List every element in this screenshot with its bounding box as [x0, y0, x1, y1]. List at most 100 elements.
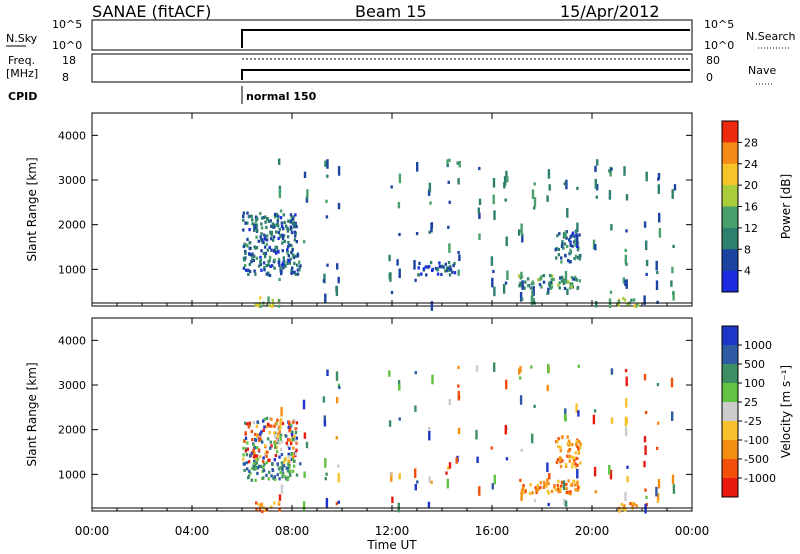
y-tick-label: 4000: [58, 129, 86, 142]
echo-cell: [289, 219, 292, 223]
echo-cell: [255, 507, 258, 511]
echo-cell: [518, 368, 521, 375]
echo-cell: [562, 246, 565, 250]
echo-cell: [577, 449, 580, 454]
echo-cell: [567, 439, 571, 443]
freq-right-tick-bottom: 0: [706, 71, 713, 84]
echo-cell: [252, 443, 256, 447]
echo-cell: [559, 487, 562, 492]
echo-cells: [242, 158, 677, 311]
colorbar-tick-label: -25: [744, 415, 762, 428]
echo-cell: [566, 435, 569, 439]
echo-cell: [533, 404, 536, 408]
echo-cell: [254, 463, 257, 467]
echo-cell: [428, 182, 432, 193]
nsky-trace: [241, 29, 690, 48]
echo-cell: [448, 268, 451, 272]
echo-cell: [636, 303, 640, 307]
echo-cell: [303, 432, 307, 439]
echo-cell: [438, 261, 441, 265]
echo-cell: [286, 462, 290, 466]
echo-cell: [658, 212, 661, 223]
echo-cell: [267, 299, 270, 303]
echo-cell: [266, 217, 269, 221]
echo-cell: [265, 416, 269, 420]
echo-cell: [622, 296, 625, 300]
nsky-right-label: N.Search: [746, 30, 796, 43]
echo-cell: [656, 383, 660, 387]
echo-cell: [560, 435, 564, 440]
echo-cell: [431, 374, 434, 385]
echo-cell: [262, 419, 265, 423]
echo-cell: [657, 173, 661, 180]
echo-cell: [539, 481, 542, 485]
echo-cell: [576, 234, 579, 245]
echo-cell: [670, 280, 673, 287]
echo-cell: [253, 459, 256, 463]
echo-cell: [526, 284, 530, 288]
echo-cell: [517, 274, 521, 278]
echo-cell: [610, 368, 614, 375]
echo-cell: [275, 245, 279, 250]
echo-cell: [633, 502, 636, 506]
echo-cell: [335, 397, 339, 404]
echo-cell: [565, 464, 568, 468]
echo-cell: [519, 366, 522, 373]
echo-cell: [290, 433, 294, 437]
echo-cell: [253, 227, 256, 231]
colorbar-segment: [722, 185, 738, 207]
echo-cell: [274, 445, 277, 449]
echo-cell: [250, 466, 254, 470]
echo-cell: [322, 396, 326, 403]
echo-cell: [261, 238, 264, 242]
echo-cell: [245, 268, 248, 272]
echo-cell: [336, 263, 339, 270]
echo-cell: [270, 424, 273, 428]
echo-cell: [250, 478, 253, 482]
echo-cell: [326, 263, 329, 267]
echo-cell: [273, 431, 276, 435]
echo-cell: [390, 185, 393, 189]
echo-cell: [434, 266, 438, 270]
echo-cell: [533, 197, 537, 207]
echo-cell: [557, 490, 560, 494]
echo-cell: [565, 490, 568, 495]
echo-cell: [531, 290, 534, 297]
echo-cell: [282, 256, 285, 260]
echo-cell: [259, 304, 262, 308]
echo-cell: [249, 471, 252, 475]
echo-cell: [625, 417, 628, 424]
colorbar-tick-label: 500: [744, 358, 765, 371]
echo-cell: [446, 478, 449, 489]
echo-cell: [270, 237, 273, 241]
echo-cell: [283, 239, 286, 243]
echo-cell: [457, 384, 460, 388]
echo-cell: [277, 260, 280, 265]
echo-cell: [279, 437, 282, 442]
echo-cell: [563, 413, 567, 421]
echo-cell: [282, 234, 286, 238]
echo-cell: [579, 442, 582, 446]
echo-cell: [244, 421, 247, 425]
echo-cell: [250, 451, 253, 455]
echo-cell: [570, 234, 573, 238]
echo-cell: [574, 488, 577, 492]
echo-cell: [416, 480, 419, 484]
echo-cell: [257, 454, 260, 458]
echo-cell: [453, 271, 457, 275]
echo-cell: [259, 262, 262, 267]
echo-cell: [398, 417, 401, 421]
echo-cell: [253, 446, 256, 450]
echo-cell: [534, 486, 537, 490]
echo-cell: [254, 432, 257, 437]
echo-cell: [260, 502, 264, 506]
echo-cell: [625, 194, 629, 201]
echo-cell: [263, 268, 266, 272]
echo-cell: [263, 233, 266, 237]
echo-cell: [416, 162, 419, 172]
echo-cell: [629, 502, 632, 506]
echo-cell: [255, 235, 258, 239]
echo-cell: [446, 163, 449, 168]
echo-cell: [277, 432, 280, 436]
x-tick-label: 12:00: [375, 524, 410, 538]
